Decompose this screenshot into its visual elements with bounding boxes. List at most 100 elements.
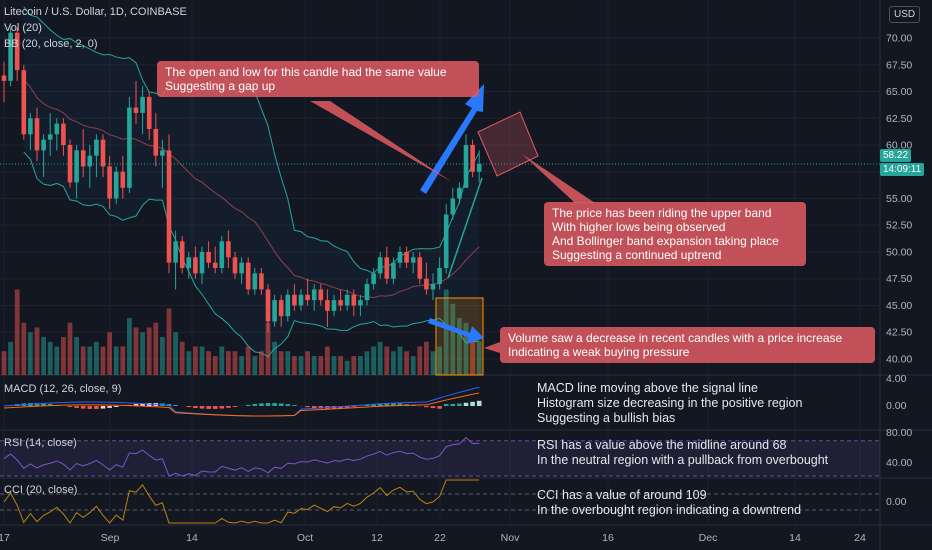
macd-histogram-bar	[67, 406, 73, 408]
macd-histogram-bar	[285, 404, 291, 406]
macd-label[interactable]: MACD (12, 26, close, 9)	[4, 383, 122, 395]
macd-histogram-bar	[338, 406, 343, 409]
macd-histogram-bar	[457, 403, 462, 406]
volume-bar	[212, 356, 218, 375]
macd-histogram-bar	[351, 406, 357, 407]
price-axis-tick: 47.50	[886, 273, 912, 285]
volume-bar	[265, 322, 271, 375]
volume-bar	[166, 308, 172, 375]
time-axis-tick: 24	[854, 532, 866, 544]
rsi-label[interactable]: RSI (14, close)	[4, 437, 77, 449]
macd-histogram-bar	[384, 403, 390, 406]
volume-bar	[67, 322, 73, 375]
annotation-text: And Bollinger band expansion taking plac…	[552, 234, 779, 248]
candle-body	[153, 128, 159, 156]
note-line: RSI has a value above the midline around…	[537, 438, 787, 452]
candle-body	[127, 107, 132, 188]
volume-bar	[173, 332, 178, 375]
volume-bar	[199, 346, 205, 375]
candle-body	[61, 123, 66, 146]
candle-body	[74, 150, 79, 183]
macd-histogram-bar	[292, 405, 297, 406]
countdown-badge: 14:09:11	[880, 163, 925, 176]
volume-bar	[292, 356, 297, 375]
candle-body	[371, 273, 376, 285]
candle-body	[80, 150, 86, 167]
candle-body	[265, 289, 271, 322]
candle-body	[325, 300, 330, 311]
candle-body	[47, 134, 53, 140]
macd-histogram-bar	[318, 406, 324, 409]
volume-indicator-label[interactable]: Vol (20)	[4, 22, 42, 34]
candle-body	[100, 139, 106, 167]
volume-bar	[21, 322, 27, 375]
time-axis-tick: 16	[602, 532, 614, 544]
candle-body	[457, 187, 462, 199]
candle-body	[140, 96, 145, 113]
price-axis-tick: 70.00	[886, 33, 912, 45]
price-axis-tick: 67.50	[886, 59, 912, 71]
volume-bar	[463, 322, 469, 375]
annotation-pointer	[484, 342, 500, 353]
macd-histogram-bar	[430, 406, 436, 409]
macd-histogram-bar	[193, 406, 198, 408]
volume-bar	[140, 332, 145, 375]
volume-bar	[127, 318, 132, 375]
currency-button[interactable]: USD	[889, 6, 921, 23]
volume-bar	[371, 346, 376, 375]
macd-axis-tick: 4.00	[886, 373, 907, 385]
macd-histogram-bar	[140, 403, 145, 406]
volume-bar	[325, 346, 330, 375]
candle-body	[54, 123, 60, 135]
volume-bar	[397, 346, 403, 375]
volume-bar	[443, 289, 449, 375]
time-axis-tick: 12	[371, 532, 383, 544]
macd-histogram-bar	[232, 406, 238, 407]
volume-bar	[219, 346, 225, 375]
candle-body	[1, 75, 7, 81]
volume-bar	[470, 332, 475, 375]
macd-histogram-bar	[113, 406, 119, 407]
candle-body	[166, 150, 172, 263]
volume-bar	[358, 356, 363, 375]
macd-histogram-bar	[311, 406, 317, 409]
volume-bar	[450, 303, 456, 375]
macd-histogram-bar	[34, 403, 40, 406]
rsi-band-fill	[0, 440, 880, 476]
macd-histogram-bar	[437, 406, 442, 409]
volume-bar	[410, 356, 416, 375]
candle-body	[384, 257, 390, 279]
annotation-gap-up: The open and low for this candle had the…	[157, 61, 479, 97]
candle-body	[470, 145, 475, 172]
macd-histogram-bar	[41, 403, 46, 406]
rsi-note: RSI has a value above the midline around…	[537, 438, 828, 468]
macd-histogram-bar	[206, 406, 211, 409]
price-axis-tick: 65.00	[886, 86, 912, 98]
cci-label[interactable]: CCI (20, close)	[4, 484, 78, 496]
macd-histogram-bar	[470, 401, 475, 406]
chart-legend: Litecoin / U.S. Dollar, 1D, COINBASE Vol…	[4, 4, 187, 52]
volume-bar	[391, 351, 396, 375]
volume-bar	[61, 337, 66, 375]
bollinger-indicator-label[interactable]: BB (20, close, 2, 0)	[4, 38, 98, 50]
candle-body	[113, 171, 119, 199]
candle-body	[41, 139, 46, 151]
annotation-pointer	[522, 154, 595, 203]
volume-bar	[417, 346, 423, 375]
macd-histogram-bar	[100, 406, 106, 409]
candle-body	[14, 32, 20, 71]
macd-histogram-bar	[443, 403, 449, 406]
note-line: Histogram size decreasing in the positiv…	[537, 396, 803, 410]
price-axis-tick: 62.50	[886, 113, 912, 125]
candle-body	[344, 294, 350, 306]
volume-bar	[87, 346, 93, 375]
candle-body	[298, 294, 304, 306]
volume-bar	[54, 346, 60, 375]
candle-body	[133, 107, 139, 113]
note-line: Suggesting a bullish bias	[537, 411, 676, 425]
price-axis-tick: 52.50	[886, 220, 912, 232]
volume-bar	[437, 346, 442, 375]
macd-histogram-bar	[463, 402, 469, 406]
macd-histogram-bar	[186, 406, 192, 408]
volume-bar	[285, 351, 291, 375]
